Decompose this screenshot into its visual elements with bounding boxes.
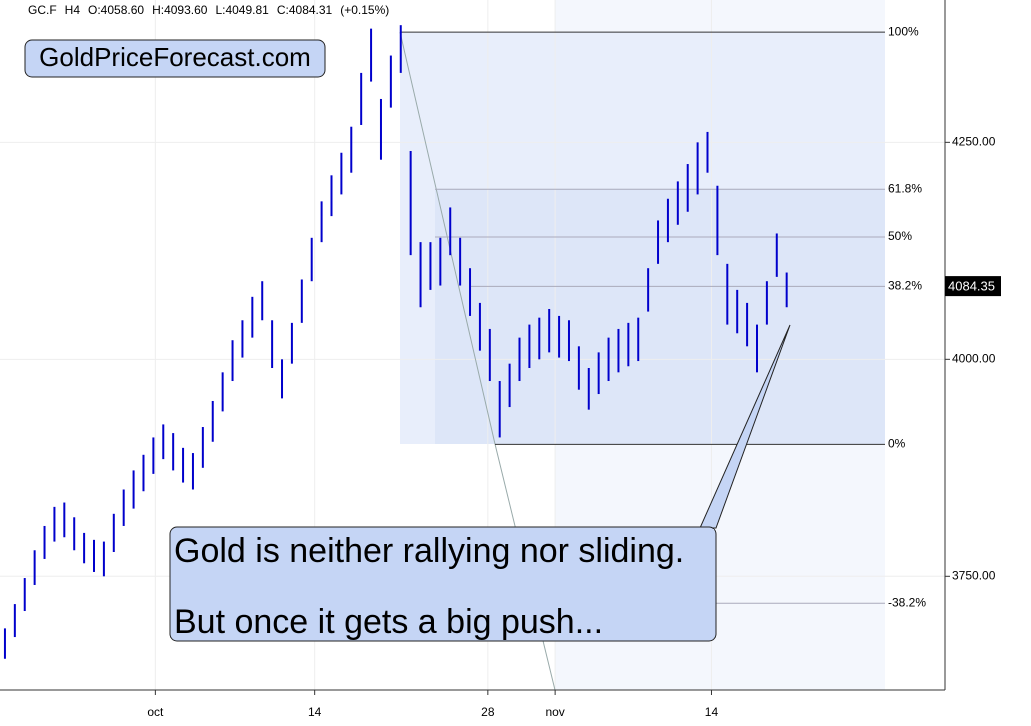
fib-label: 100% xyxy=(888,24,919,38)
fib-zone xyxy=(435,189,885,444)
x-tick-label: oct xyxy=(147,705,164,719)
x-tick-label: 28 xyxy=(481,705,495,719)
annotation: Gold is neither rallying nor sliding. xyxy=(174,532,684,570)
fib-label: -38.2% xyxy=(888,595,926,609)
open: O:4058.60 xyxy=(88,3,144,17)
high: H:4093.60 xyxy=(152,3,208,17)
fib-label: 50% xyxy=(888,229,912,243)
x-tick-label: 14 xyxy=(705,705,719,719)
y-tick-label: 4000.00 xyxy=(952,351,996,365)
fib-label: 38.2% xyxy=(888,279,922,293)
close: C:4084.31 xyxy=(277,3,333,17)
y-tick-label: 4250.00 xyxy=(952,135,996,149)
last-price-tag xyxy=(945,276,1001,297)
x-tick-label: nov xyxy=(545,705,564,719)
low: L:4049.81 xyxy=(215,3,269,17)
last-price-label: 4084.35 xyxy=(948,279,995,294)
callout-box xyxy=(169,526,717,642)
interval: H4 xyxy=(65,3,81,17)
y-tick-label: 3750.00 xyxy=(952,568,996,582)
symbol: GC.F xyxy=(28,3,57,17)
watermark-box xyxy=(24,39,326,78)
watermark: GoldPriceForecast.com xyxy=(39,42,311,72)
annotation: But once it gets a big push... xyxy=(174,603,603,641)
callout-join xyxy=(700,529,714,533)
x-tick-label: 14 xyxy=(308,705,322,719)
change: (+0.15%) xyxy=(340,3,389,17)
fib-label: 0% xyxy=(888,437,906,451)
fib-label: 61.8% xyxy=(888,181,922,195)
header: GC.F H4 O:4058.60 H:4093.60 L:4049.81 C:4084.… xyxy=(28,3,389,17)
